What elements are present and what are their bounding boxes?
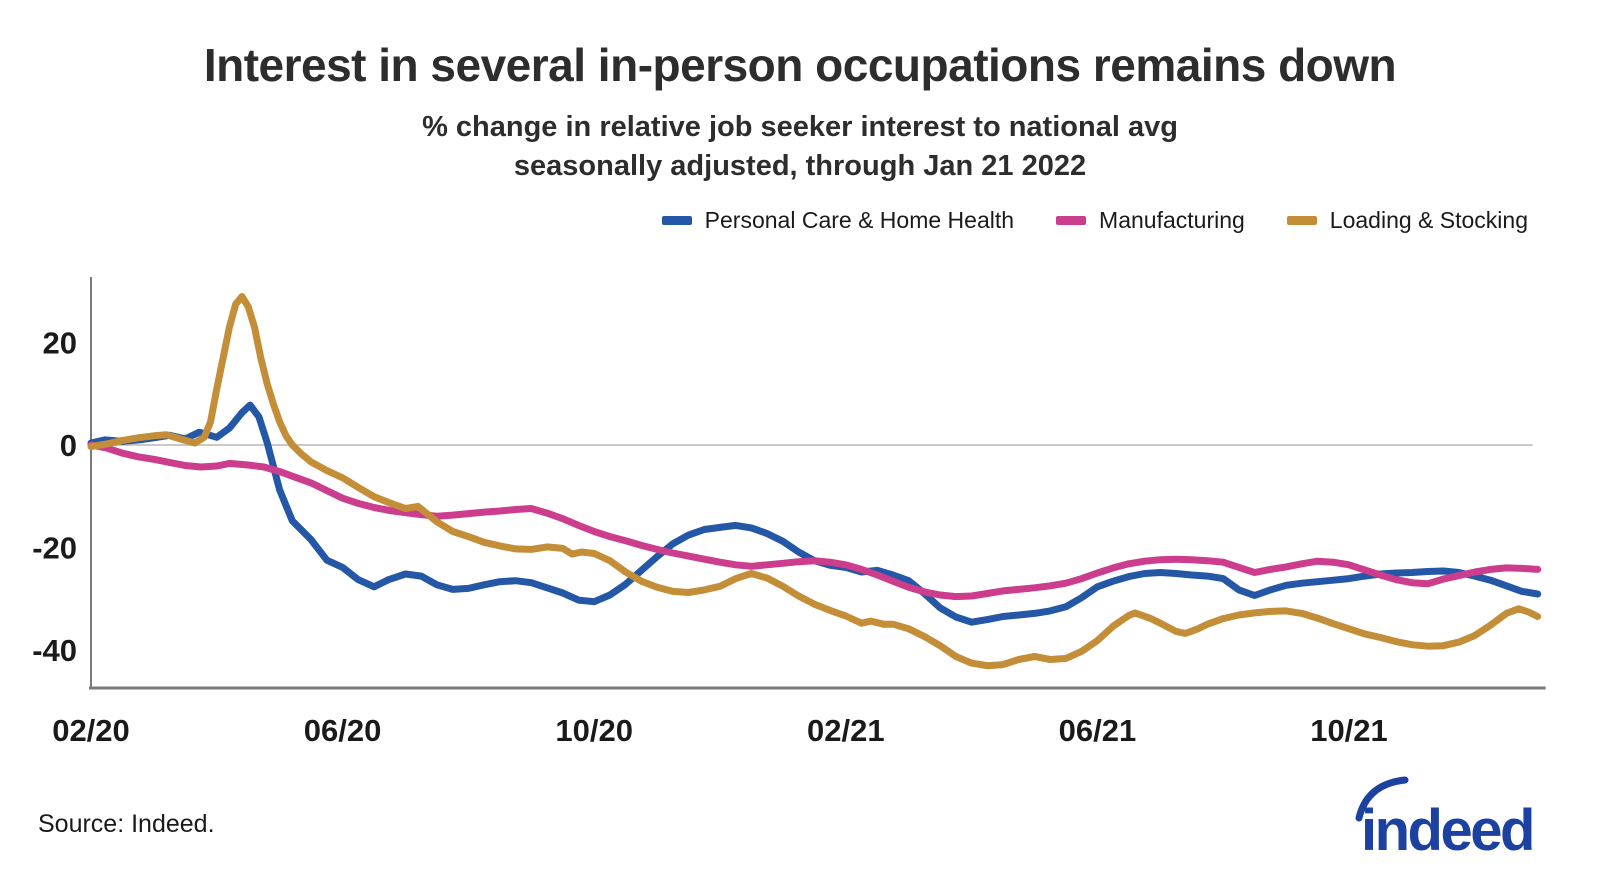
chart-axes <box>89 277 1546 690</box>
chart-subtitle-line2: seasonally adjusted, through Jan 21 2022 <box>513 150 1087 182</box>
y-tick-label: -40 <box>32 633 77 668</box>
line-chart: 20 0 -20 -40 02/20 06/20 10/20 02/21 06/21 10/21 <box>32 277 1546 748</box>
chart-series <box>87 293 1542 670</box>
indeed-logo-text: indeed <box>1361 798 1533 863</box>
legend-label: Loading & Stocking <box>1329 207 1528 233</box>
legend-swatch-manufacturing <box>1056 216 1087 225</box>
page-title: Interest in several in-person occupation… <box>203 39 1397 91</box>
legend-swatch-personal-care-home-health <box>661 216 692 225</box>
y-tick-label: 20 <box>43 326 77 361</box>
legend-item-loading-stocking: Loading & Stocking <box>1286 207 1528 234</box>
legend-item-personal-care-home-health: Personal Care & Home Health <box>661 207 1015 234</box>
legend-label: Manufacturing <box>1099 207 1245 233</box>
x-tick-label: 06/21 <box>1059 713 1137 748</box>
x-tick-label: 06/20 <box>304 713 382 748</box>
series-line-loading-stocking <box>87 293 1542 670</box>
x-tick-label: 10/21 <box>1310 713 1388 748</box>
legend-item-manufacturing: Manufacturing <box>1056 207 1245 234</box>
x-tick-label: 02/20 <box>52 713 130 748</box>
legend-swatch-loading-stocking <box>1286 216 1317 225</box>
source-note: Source: Indeed. <box>38 810 215 838</box>
x-tick-label: 02/21 <box>807 713 885 748</box>
x-tick-label: 10/20 <box>555 713 633 748</box>
legend-label: Personal Care & Home Health <box>704 207 1015 233</box>
y-tick-label: -20 <box>32 530 77 565</box>
indeed-logo: indeed <box>1355 776 1535 863</box>
series-line-manufacturing <box>87 441 1542 601</box>
series-line-personal-care-home-health <box>87 401 1542 626</box>
indeed-logo-swoosh-icon <box>1355 776 1409 822</box>
chart-subtitle-line1: % change in relative job seeker interest… <box>422 111 1178 143</box>
chart-tick-labels: 20 0 -20 -40 02/20 06/20 10/20 02/21 06/21 10/21 <box>32 326 1388 748</box>
chart-subtitle: % change in relative job seeker interest… <box>0 108 1600 186</box>
legend: Personal Care & Home Health Manufacturin… <box>661 207 1528 234</box>
y-tick-label: 0 <box>60 428 77 463</box>
